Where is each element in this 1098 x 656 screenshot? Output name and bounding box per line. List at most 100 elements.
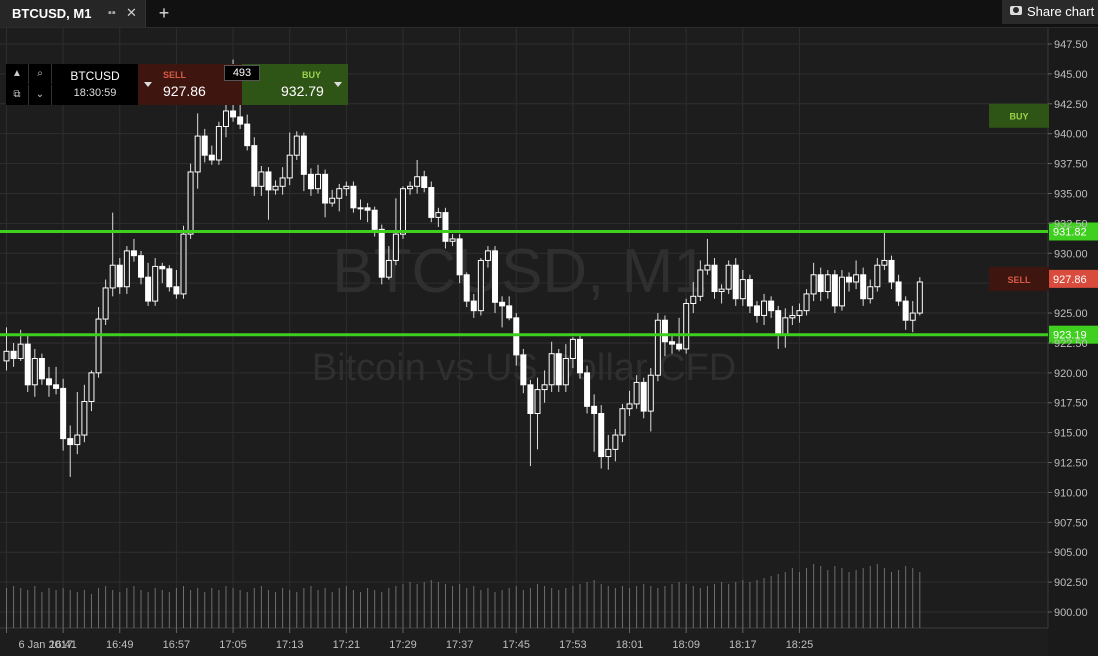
candle-body [527,384,534,414]
price-tick-label: 902.50 [1054,577,1088,589]
candle-body [647,374,654,412]
symbol-box: BTCUSD 18:30:59 [52,64,138,105]
candle-body [442,212,449,242]
candle-body [222,110,229,128]
share-chart-label: Share chart [1027,4,1095,19]
price-marker-box [989,266,1049,291]
price-tick-label: 925.00 [1054,308,1088,320]
candle-body [605,448,612,458]
candle-body [591,405,598,414]
close-icon[interactable]: ✕ [126,5,137,20]
candle-body [824,274,831,293]
candle-body [265,171,272,191]
time-tick-label: 6 Jan 2017 [19,639,73,651]
candle-body [109,264,116,289]
price-tick-label: 907.50 [1054,517,1088,529]
price-axis[interactable]: 947.50 945.00 942.50 940.00 937.50 935.00 932.… [1048,39,1088,619]
price-chart[interactable]: BTCUSD, M1 Bitcoin vs US Dollar CFD 931.… [0,28,1098,656]
candle-body [739,279,746,300]
time-tick-label: 18:17 [729,639,757,651]
candle-body [860,274,867,300]
candle-body [661,319,668,343]
candle-body [300,135,307,175]
candle-body [95,318,102,374]
price-tick-label: 900.00 [1054,607,1088,619]
grid-icon[interactable]: ▪▪ [108,7,116,19]
time-tick-label: 18:01 [616,639,644,651]
price-tick-label: 947.50 [1054,39,1088,51]
time-tick-label: 16:49 [106,639,134,651]
buy-button[interactable]: BUY 932.79 [242,64,348,105]
candle-body [881,259,888,266]
candle-body [753,305,760,316]
price-tick-label: 920.00 [1054,368,1088,380]
time-tick-label: 17:05 [219,639,247,651]
price-markers: SELL 927.86 BUY [989,103,1098,291]
price-tick-label: 945.00 [1054,69,1088,81]
price-tick-label: 932.50 [1054,218,1088,230]
candle-body [208,154,215,161]
chevron-down-icon[interactable]: ⌄ [29,85,52,105]
candle-body [534,389,541,414]
candle-body [449,238,456,242]
deal-ticket: ▲ ⧉ ⌕ ⌄ BTCUSD 18:30:59 SELL 927.86 BUY … [6,64,348,105]
volume-bars [6,564,921,628]
candle-body [463,274,470,302]
candle-body [711,264,718,293]
candle-body [732,264,739,300]
horizontal-line-price-tag [1049,222,1098,241]
candle-body [414,176,421,187]
candle-body [3,350,10,362]
price-marker-side-label: SELL [1007,275,1031,285]
candle-body [428,186,435,218]
price-tick-label: 930.00 [1054,248,1088,260]
candle-body [513,317,520,356]
horizontal-lines[interactable]: 931.82 923.19 [0,222,1098,344]
candle-body [867,286,874,300]
candle-body [237,116,244,125]
popout-icon[interactable]: ⧉ [6,85,29,105]
candle-body [392,233,399,261]
symbol-name: BTCUSD [70,69,120,83]
chevron-down-icon [334,82,342,87]
candle-body [718,288,725,293]
search-icon[interactable]: ⌕ [29,64,52,84]
candle-body [123,250,130,288]
time-tick-label: 17:29 [389,639,417,651]
time-tick-label: 17:37 [446,639,474,651]
candle-body [215,126,222,161]
share-chart-button[interactable]: Share chart [1002,0,1098,24]
add-tab-button[interactable]: + [158,3,170,23]
sell-price: 927.86 [163,83,206,99]
time-tick-label: 18:09 [672,639,700,651]
price-tick-label: 935.00 [1054,188,1088,200]
candle-body [456,238,463,276]
candle-body [506,305,513,319]
candle-body [421,176,428,188]
candle-body [654,319,661,376]
candle-body [838,276,845,307]
candle-body [399,188,406,235]
candle-body [31,357,38,386]
candle-body [789,314,796,319]
candle-body [888,259,895,283]
candle-body [562,357,569,386]
candle-body [477,259,484,312]
time-tick-label: 18:25 [786,639,814,651]
price-tick-label: 915.00 [1054,428,1088,440]
candle-body [676,343,683,350]
candle-body [846,276,853,283]
chart-tab[interactable]: BTCUSD, M1 ▪▪ ✕ [0,0,146,27]
candle-body [322,173,329,204]
candle-body [782,317,789,336]
candle-body [371,209,378,230]
time-tick-label: 17:21 [333,639,361,651]
candle-body [902,300,909,321]
candle-body [541,384,548,391]
collapse-icon[interactable]: ▲ [6,64,29,84]
candle-body [138,255,145,278]
candle-body [24,343,31,386]
candle-body [725,264,732,290]
candle-body [194,135,201,173]
